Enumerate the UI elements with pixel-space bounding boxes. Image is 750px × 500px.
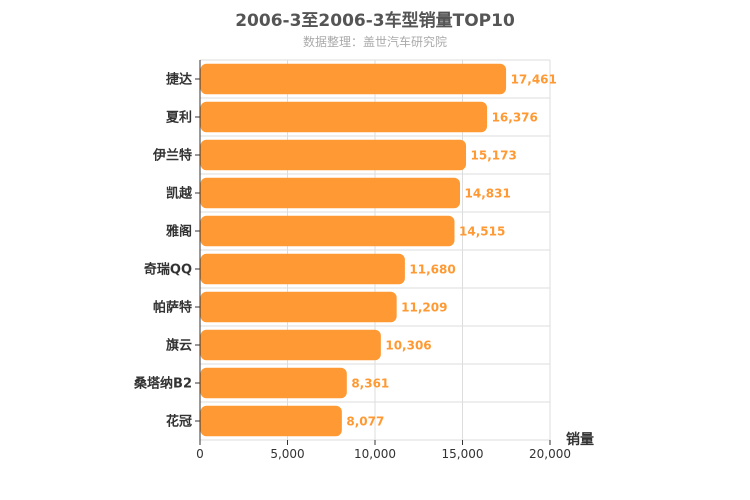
category-label: 捷达 <box>166 72 192 88</box>
data-label: 11,209 <box>401 301 447 315</box>
data-label: 10,306 <box>385 339 431 353</box>
data-label: 14,515 <box>459 225 505 239</box>
bar <box>200 177 461 209</box>
x-tick-label: 5,000 <box>270 447 304 461</box>
category-label: 凯越 <box>166 186 193 202</box>
data-labels: 17,461 16,376 15,173 14,831 14,515 11,680 11,2… <box>346 73 557 429</box>
category-label: 桑塔纳B2 <box>133 376 192 392</box>
data-label: 8,077 <box>346 415 384 429</box>
category-label: 花冠 <box>166 414 192 430</box>
x-tick-labels: 0 5,000 10,000 15,000 20,000 <box>196 440 571 461</box>
category-label: 旗云 <box>166 338 192 354</box>
x-tick-label: 0 <box>196 447 204 461</box>
category-label: 伊兰特 <box>152 148 192 164</box>
bar <box>200 63 507 95</box>
bar <box>200 367 347 399</box>
x-tick-label: 20,000 <box>529 447 571 461</box>
bar <box>200 101 488 133</box>
x-axis-title: 销量 <box>566 431 594 448</box>
bar <box>200 329 381 361</box>
category-label: 雅阁 <box>166 224 192 240</box>
x-tick-label: 10,000 <box>354 447 396 461</box>
chart-title: 2006-3至2006-3车型销量TOP10 <box>235 11 515 31</box>
bar <box>200 253 405 285</box>
data-label: 11,680 <box>409 263 455 277</box>
data-label: 8,361 <box>351 377 389 391</box>
x-tick-label: 15,000 <box>442 447 484 461</box>
bar <box>200 139 467 171</box>
bars <box>200 63 507 437</box>
data-label: 17,461 <box>511 73 557 87</box>
category-label: 奇瑞QQ <box>144 262 192 278</box>
data-label: 14,831 <box>465 187 511 201</box>
bar <box>200 405 342 437</box>
data-label: 16,376 <box>492 111 538 125</box>
bar <box>200 215 455 247</box>
category-label: 帕萨特 <box>153 300 192 316</box>
category-label: 夏利 <box>165 110 192 126</box>
data-label: 15,173 <box>471 149 517 163</box>
bar <box>200 291 397 323</box>
chart-subtitle: 数据整理：盖世汽车研究院 <box>302 35 447 49</box>
